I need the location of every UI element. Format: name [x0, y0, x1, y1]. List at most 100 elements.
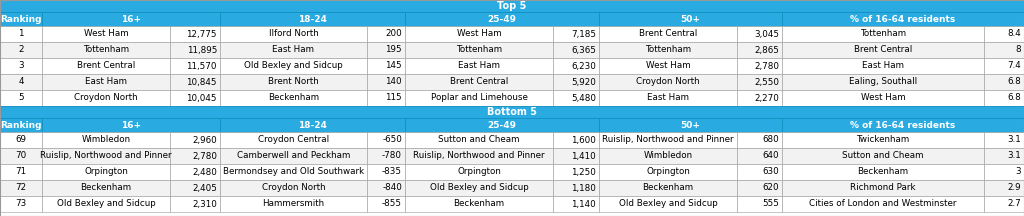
Bar [170, 90, 220, 106]
Bar [170, 164, 220, 180]
Bar [553, 148, 599, 164]
Bar [553, 74, 599, 90]
Bar [0, 12, 42, 26]
Text: 70: 70 [15, 151, 27, 160]
Text: 1,410: 1,410 [571, 151, 596, 160]
Bar [406, 180, 553, 196]
Bar [0, 74, 42, 90]
Text: -835: -835 [382, 167, 402, 176]
Bar [0, 106, 1024, 118]
Text: Ilford North: Ilford North [268, 30, 318, 38]
Bar [599, 180, 737, 196]
Text: 195: 195 [385, 46, 402, 54]
Bar [367, 148, 406, 164]
Bar [220, 58, 367, 74]
Text: 2,865: 2,865 [754, 46, 779, 54]
Text: Wimbledon: Wimbledon [643, 151, 692, 160]
Bar [984, 58, 1024, 74]
Bar [367, 42, 406, 58]
Bar [553, 132, 599, 148]
Text: Sutton and Cheam: Sutton and Cheam [843, 151, 924, 160]
Text: Ranking: Ranking [0, 121, 42, 130]
Text: 16+: 16+ [121, 14, 141, 24]
Text: 7,185: 7,185 [571, 30, 596, 38]
Text: 4: 4 [18, 78, 24, 86]
Bar [782, 58, 984, 74]
Text: -840: -840 [382, 184, 402, 192]
Text: Hammersmith: Hammersmith [262, 200, 325, 208]
Text: 10,845: 10,845 [186, 78, 217, 86]
Bar [984, 26, 1024, 42]
Text: East Ham: East Ham [85, 78, 127, 86]
Text: 145: 145 [385, 62, 402, 70]
Text: Brent Central: Brent Central [77, 62, 135, 70]
Text: West Ham: West Ham [457, 30, 502, 38]
Text: Ruislip, Northwood and Pinner: Ruislip, Northwood and Pinner [414, 151, 545, 160]
Bar [42, 118, 220, 132]
Text: 6.8: 6.8 [1008, 94, 1021, 103]
Bar [0, 148, 42, 164]
Text: 1,180: 1,180 [571, 184, 596, 192]
Bar [42, 180, 170, 196]
Bar [984, 90, 1024, 106]
Bar [782, 196, 984, 212]
Bar [0, 180, 42, 196]
Text: 2: 2 [18, 46, 24, 54]
Bar [406, 90, 553, 106]
Text: 16+: 16+ [121, 121, 141, 130]
Bar [984, 148, 1024, 164]
Text: Brent Central: Brent Central [854, 46, 912, 54]
Text: 3,045: 3,045 [754, 30, 779, 38]
Text: Beckenham: Beckenham [268, 94, 319, 103]
Bar [406, 58, 553, 74]
Text: 2,480: 2,480 [193, 167, 217, 176]
Bar [367, 196, 406, 212]
Bar [406, 118, 599, 132]
Bar [42, 164, 170, 180]
Bar [0, 132, 42, 148]
Text: 2,270: 2,270 [754, 94, 779, 103]
Bar [984, 164, 1024, 180]
Bar [553, 90, 599, 106]
Bar [0, 90, 42, 106]
Text: Wimbledon: Wimbledon [82, 135, 131, 145]
Bar [782, 26, 984, 42]
Text: 2.9: 2.9 [1008, 184, 1021, 192]
Bar [42, 26, 170, 42]
Text: 12,775: 12,775 [186, 30, 217, 38]
Bar [367, 58, 406, 74]
Text: 620: 620 [763, 184, 779, 192]
Text: 50+: 50+ [681, 14, 700, 24]
Bar [220, 132, 367, 148]
Bar [42, 74, 170, 90]
Bar [599, 58, 737, 74]
Text: Tottenham: Tottenham [456, 46, 502, 54]
Text: Beckenham: Beckenham [857, 167, 908, 176]
Bar [553, 26, 599, 42]
Text: Twickenham: Twickenham [856, 135, 909, 145]
Bar [170, 74, 220, 90]
Text: Old Bexley and Sidcup: Old Bexley and Sidcup [430, 184, 528, 192]
Bar [367, 74, 406, 90]
Text: Ealing, Southall: Ealing, Southall [849, 78, 918, 86]
Text: 3: 3 [1016, 167, 1021, 176]
Bar [220, 74, 367, 90]
Text: Tottenham: Tottenham [645, 46, 691, 54]
Bar [170, 26, 220, 42]
Bar [553, 180, 599, 196]
Text: 115: 115 [385, 94, 402, 103]
Text: 200: 200 [385, 30, 402, 38]
Text: 1,140: 1,140 [571, 200, 596, 208]
Text: 2,310: 2,310 [193, 200, 217, 208]
Text: 1,250: 1,250 [571, 167, 596, 176]
Text: 6,365: 6,365 [571, 46, 596, 54]
Bar [170, 58, 220, 74]
Text: 630: 630 [762, 167, 779, 176]
Text: West Ham: West Ham [84, 30, 128, 38]
Text: 11,570: 11,570 [186, 62, 217, 70]
Text: East Ham: East Ham [647, 94, 689, 103]
Text: 69: 69 [15, 135, 27, 145]
Bar [0, 58, 42, 74]
Text: Top 5: Top 5 [498, 1, 526, 11]
Text: 1,600: 1,600 [571, 135, 596, 145]
